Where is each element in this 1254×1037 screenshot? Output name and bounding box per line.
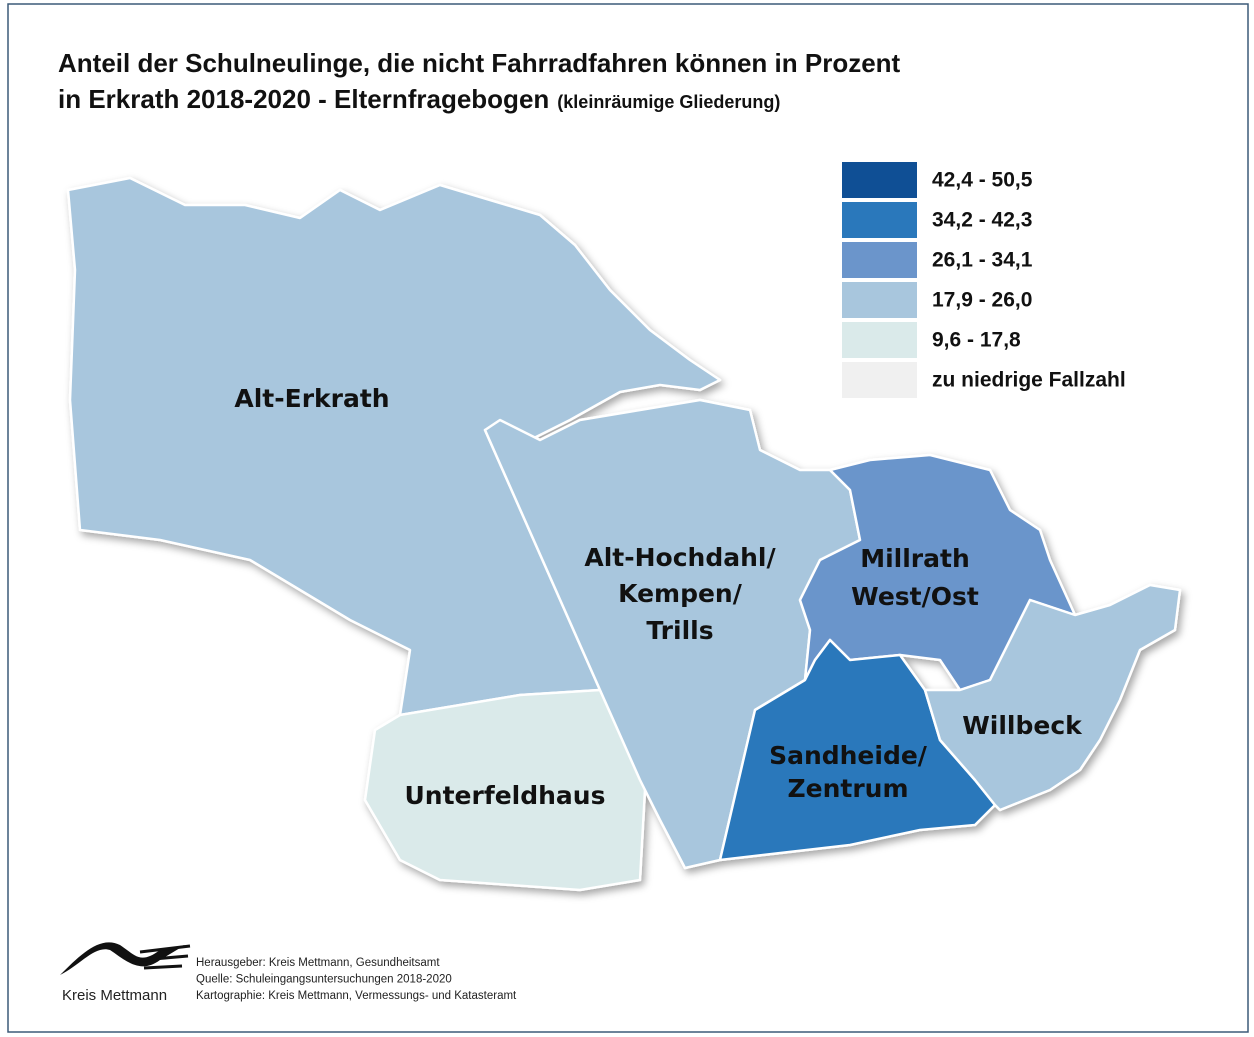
region <box>66 176 722 717</box>
subtitle-main: in Erkrath 2018-2020 - Elternfragebogen <box>58 84 549 114</box>
region-label: Zentrum <box>787 774 908 803</box>
region-label: Willbeck <box>962 711 1083 740</box>
legend-label: 42,4 - 50,5 <box>932 169 1033 192</box>
region-labels: Alt-Erkrath Unterfeldhaus Alt-Hochdahl/Kem… <box>234 384 1083 810</box>
subtitle: in Erkrath 2018-2020 - Elternfragebogen (… <box>58 84 780 114</box>
legend-label: zu niedrige Fallzahl <box>932 369 1126 392</box>
logo-text: Kreis Mettmann <box>62 987 167 1004</box>
region-label: Trills <box>646 616 713 645</box>
legend-label: 9,6 - 17,8 <box>932 329 1021 352</box>
region-label: West/Ost <box>851 582 979 611</box>
legend-swatch <box>842 242 917 278</box>
region-label: Millrath <box>860 544 970 573</box>
legend-swatch <box>842 162 917 198</box>
region-label: Kempen/ <box>618 579 743 608</box>
subtitle-note: (kleinräumige Gliederung) <box>557 92 780 112</box>
region <box>923 583 1182 812</box>
legend-swatch <box>842 202 917 238</box>
legend-label: 17,9 - 26,0 <box>932 289 1032 312</box>
footer-line: Herausgeber: Kreis Mettmann, Gesundheits… <box>196 957 440 969</box>
regions <box>66 176 1182 892</box>
title: Anteil der Schulneulinge, die nicht Fahr… <box>58 48 901 78</box>
footer-line: Kartographie: Kreis Mettmann, Vermessung… <box>196 990 517 1002</box>
region <box>798 453 1077 692</box>
region-label: Unterfeldhaus <box>405 781 606 810</box>
region-label: Sandheide/ <box>769 741 928 770</box>
region-label: Alt-Erkrath <box>234 384 389 413</box>
region <box>363 688 647 892</box>
frame <box>7 3 1249 1033</box>
footer-line: Quelle: Schuleingangsuntersuchungen 2018… <box>196 974 452 986</box>
legend-swatch <box>842 362 917 398</box>
legend: 42,4 - 50,5 34,2 - 42,3 26,1 - 34,1 17,9 - … <box>842 162 1126 398</box>
footer: Herausgeber: Kreis Mettmann, Gesundheits… <box>196 957 517 1002</box>
legend-swatch <box>842 322 917 358</box>
legend-label: 26,1 - 34,1 <box>932 249 1033 272</box>
legend-label: 34,2 - 42,3 <box>932 209 1032 232</box>
legend-swatch <box>842 282 917 318</box>
logo: Kreis Mettmann <box>60 942 191 1004</box>
region-label: Alt-Hochdahl/ <box>584 543 776 572</box>
